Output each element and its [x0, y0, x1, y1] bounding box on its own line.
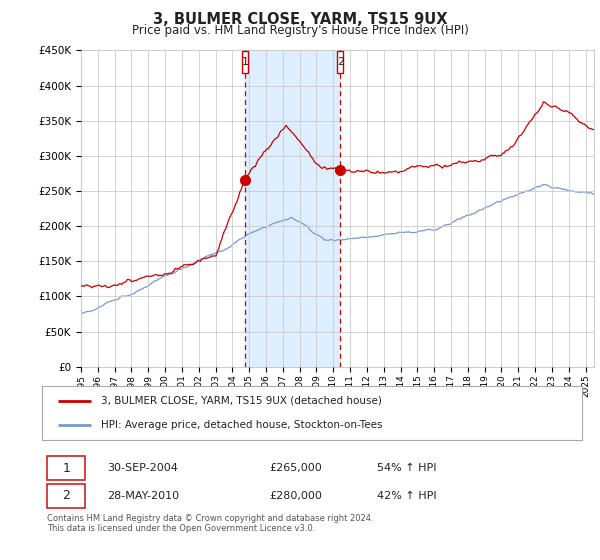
Text: 30-SEP-2004: 30-SEP-2004: [107, 463, 178, 473]
Text: Contains HM Land Registry data © Crown copyright and database right 2024.
This d: Contains HM Land Registry data © Crown c…: [47, 514, 374, 533]
FancyBboxPatch shape: [47, 456, 85, 480]
Text: 54% ↑ HPI: 54% ↑ HPI: [377, 463, 436, 473]
Text: £265,000: £265,000: [269, 463, 322, 473]
Text: 28-MAY-2010: 28-MAY-2010: [107, 491, 179, 501]
Text: 42% ↑ HPI: 42% ↑ HPI: [377, 491, 436, 501]
Text: 1: 1: [62, 461, 70, 475]
Text: HPI: Average price, detached house, Stockton-on-Tees: HPI: Average price, detached house, Stoc…: [101, 420, 383, 430]
Text: 1: 1: [241, 57, 248, 67]
FancyBboxPatch shape: [47, 484, 85, 508]
Text: 3, BULMER CLOSE, YARM, TS15 9UX (detached house): 3, BULMER CLOSE, YARM, TS15 9UX (detache…: [101, 396, 382, 406]
Text: £280,000: £280,000: [269, 491, 322, 501]
Text: Price paid vs. HM Land Registry's House Price Index (HPI): Price paid vs. HM Land Registry's House …: [131, 24, 469, 37]
Bar: [245, 50, 340, 367]
Text: 2: 2: [337, 57, 344, 67]
FancyBboxPatch shape: [242, 52, 248, 73]
Text: 3, BULMER CLOSE, YARM, TS15 9UX: 3, BULMER CLOSE, YARM, TS15 9UX: [153, 12, 447, 27]
Text: 2: 2: [62, 489, 70, 502]
FancyBboxPatch shape: [337, 52, 343, 73]
